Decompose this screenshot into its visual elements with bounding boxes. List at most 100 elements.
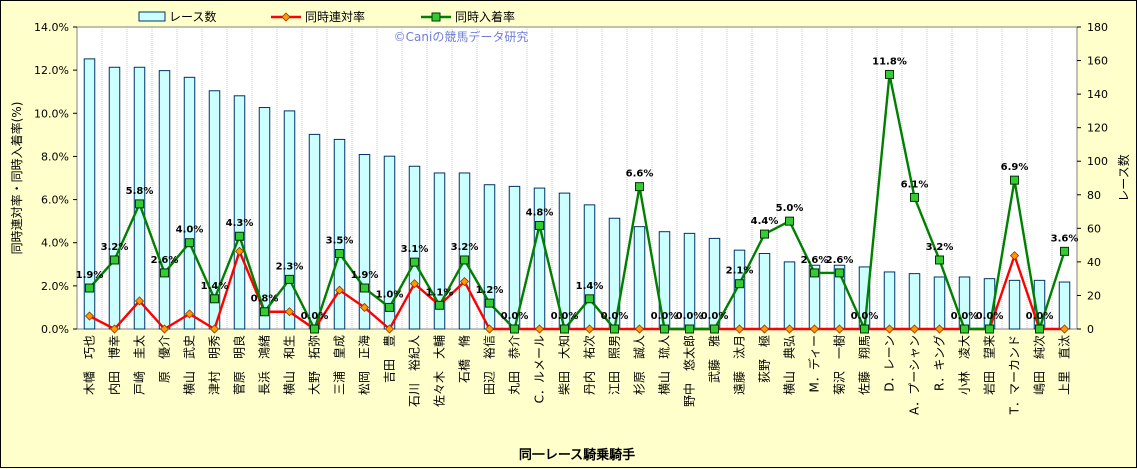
nyuchaku-series-point [185,238,194,248]
legend-rentai-label: 同時連対率 [305,9,365,24]
nyuchaku-series-point [160,268,169,278]
rentai-series-point [134,296,145,306]
nyuchaku-series-point [760,229,769,239]
data-label: 0.0% [976,311,1004,322]
bar [783,261,796,330]
legend-rentai-marker [281,12,291,22]
bar [283,110,296,330]
bar [1058,281,1071,330]
bar [108,66,121,330]
x-tick-label: 田辺 裕信 [482,335,497,395]
data-label: 3.2% [451,242,479,253]
data-label: 3.6% [1051,233,1079,244]
x-tick-label: A．プーシャン [908,335,922,415]
data-label: 1.4% [201,281,229,292]
nyuchaku-series-point [1010,175,1019,185]
data-label: 3.1% [401,244,429,255]
nyuchaku-series-point [485,298,494,308]
nyuchaku-series-point [935,255,944,265]
nyuchaku-series-point [510,324,519,334]
data-label: 2.6% [801,255,829,266]
rentai-series-point [884,324,895,334]
bar [583,204,596,330]
right-tick-label: 100 [1087,155,1108,168]
data-label: 5.0% [776,203,804,214]
rentai-series-point [759,324,770,334]
left-tick-label: 8.0% [41,150,69,163]
rentai-series-point [734,324,745,334]
x-tick-label: 菊沢 一樹 [833,335,847,395]
nyuchaku-series-point [635,182,644,192]
x-tick-label: 横山 琉人 [658,335,672,395]
data-label: 0.0% [551,311,579,322]
nyuchaku-series-point [960,324,969,334]
data-label: 1.9% [76,270,104,281]
left-tick-label: 6.0% [41,194,69,207]
nyuchaku-series-point [1060,246,1069,256]
x-tick-label: 佐藤 翔馬 [858,335,872,395]
nyuchaku-series-line [88,74,1066,334]
nyuchaku-series-point [710,324,719,334]
x-axis-title: 同一レース騎乗騎手 [519,447,635,463]
right-tick-label: 0 [1087,323,1094,336]
nyuchaku-series-point [860,324,869,334]
nyuchaku-series-point [385,302,394,312]
nyuchaku-series [85,69,1069,334]
rentai-series-line [88,247,1065,331]
data-label: 4.8% [526,207,554,218]
data-label: 6.9% [1001,162,1029,173]
nyuchaku-series-point [360,283,369,293]
bar [133,66,146,330]
rentai-series-point [784,324,795,334]
nyuchaku-series-point [410,257,419,267]
bar [308,133,321,330]
x-tick-label: 野中 悠太郎 [682,335,697,407]
data-label: 1.0% [376,289,404,300]
nyuchaku-series-point [460,255,469,265]
data-label: 0.0% [851,311,879,322]
data-label: 0.8% [251,294,279,305]
nyuchaku-series-point [310,324,319,334]
data-label: 0.0% [601,311,629,322]
data-label: 2.6% [151,255,179,266]
rentai-series-point [84,311,95,321]
x-tick-label: 吉田 豊 [383,335,397,383]
data-labels: 1.9% 3.2% 5.8% 2.6% 4.0% 1.4% 4.3% 0.8% 2.3% 0.0%… [76,56,1079,322]
nyuchaku-series-point [1035,324,1044,334]
data-label: 5.8% [126,186,154,197]
nyuchaku-series-point [435,300,444,310]
bar [333,138,346,330]
rentai-series-point [459,276,470,287]
bars-group [83,58,1071,330]
left-tick-label: 12.0% [34,64,69,77]
data-label: 3.2% [101,242,129,253]
data-label: 0.0% [951,311,979,322]
rentai-series-point [234,246,245,256]
legend-nyuchaku-label: 同時入着率 [455,9,515,24]
data-label: 0.0% [701,311,729,322]
grid-lines [101,27,1053,329]
data-label: 1.2% [476,285,504,296]
data-label: 2.6% [826,255,854,266]
legend-nyuchaku-marker [431,12,441,22]
nyuchaku-series-point [560,324,569,334]
x-tick-label: C．ルメール [533,335,547,403]
rentai-series-point [834,324,845,334]
x-tick-label: 横山 武史 [183,335,197,395]
x-tick-label: 小林 凌大 [958,335,972,395]
rentai-series-point [209,324,220,334]
x-tick-label: 江田 照男 [608,335,622,395]
left-tick-label: 0.0% [41,323,69,336]
bar [233,95,246,330]
x-tick-label: 横山 和生 [283,335,297,395]
rentai-series-point [534,324,545,334]
right-tick-label: 60 [1087,222,1101,235]
data-label: 0.0% [1026,311,1054,322]
nyuchaku-series-point [585,294,594,304]
left-tick-label: 14.0% [34,21,69,34]
left-tick-label: 2.0% [41,280,69,293]
x-tick-label: T．マーカンド [1008,335,1022,415]
rentai-series-point [934,324,945,334]
